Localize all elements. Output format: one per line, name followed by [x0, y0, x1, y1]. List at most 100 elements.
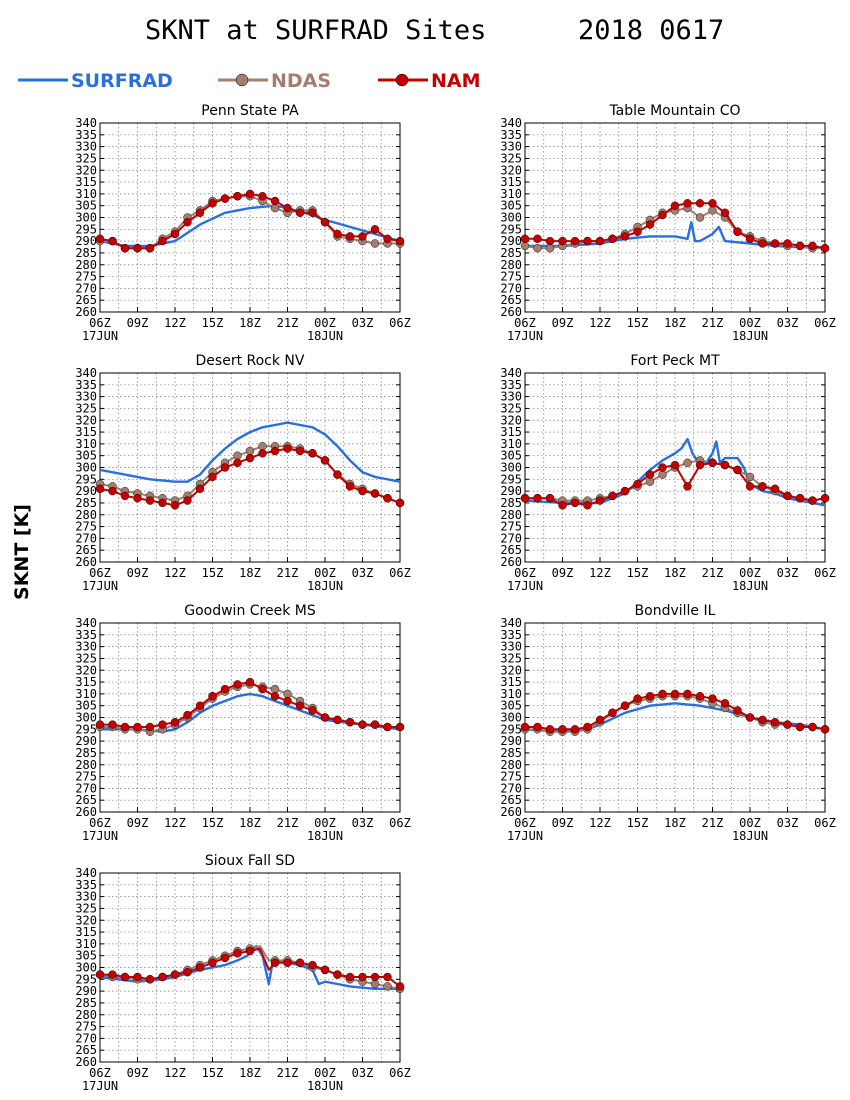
data-point-nam — [195, 484, 205, 493]
y-tick-label: 305 — [500, 449, 522, 463]
x-tick-label: 06Z — [814, 566, 836, 580]
data-point-nam — [195, 963, 205, 972]
y-tick-label: 315 — [500, 175, 522, 189]
y-tick-label: 335 — [500, 378, 522, 392]
data-point-ndas — [533, 243, 542, 253]
data-point-nam — [108, 720, 117, 729]
x-tick-label: 09Z — [127, 316, 149, 330]
panel-title: Fort Peck MT — [630, 353, 720, 369]
data-point-nam — [520, 722, 530, 732]
x-tick-label: 12Z — [164, 816, 186, 830]
data-point-nam — [308, 706, 317, 715]
x-tick-label: 21Z — [702, 316, 724, 330]
x-tick-label: 06Z — [514, 566, 536, 580]
y-tick-label: 340 — [500, 116, 522, 130]
data-point-nam — [345, 972, 355, 982]
panel-goodwin-creek-ms: Goodwin Creek MS 260265270275280285290295… — [75, 603, 411, 843]
y-tick-label: 270 — [75, 1031, 97, 1045]
x-tick-label: 06Z — [814, 316, 836, 330]
data-point-nam — [95, 970, 105, 979]
data-point-nam — [545, 725, 555, 734]
y-tick-label: 295 — [500, 222, 522, 236]
data-point-nam — [320, 713, 330, 722]
y-tick-label: 290 — [500, 484, 522, 498]
y-tick-label: 330 — [75, 890, 97, 904]
x-tick-label: 03Z — [352, 816, 374, 830]
data-point-nam — [808, 722, 817, 732]
data-point-nam — [658, 689, 667, 699]
data-point-nam — [133, 722, 142, 732]
x-tick-label: 15Z — [627, 316, 649, 330]
data-point-nam — [758, 715, 767, 725]
panels: Penn State PA260265270275280285290295300… — [75, 103, 836, 1093]
x-tick-label: 06Z — [89, 1066, 111, 1080]
data-point-nam — [345, 718, 355, 727]
data-point-nam — [570, 498, 580, 508]
data-point-nam — [583, 236, 592, 246]
data-point-nam — [270, 196, 280, 206]
series-line-ndas — [525, 695, 826, 733]
data-point-nam — [583, 501, 592, 510]
y-tick-label: 265 — [75, 543, 97, 557]
data-point-nam — [133, 243, 142, 253]
x-tick-label: 06Z — [89, 316, 111, 330]
data-point-nam — [320, 456, 330, 465]
data-point-nam — [708, 694, 717, 703]
series-nam — [95, 189, 405, 253]
x-tick-label: 06Z — [514, 316, 536, 330]
x-date-label: 18JUN — [307, 329, 343, 343]
data-point-nam — [770, 239, 780, 248]
y-tick-label: 320 — [75, 413, 97, 427]
x-date-label: 17JUN — [507, 579, 543, 593]
x-tick-label: 00Z — [314, 1066, 336, 1080]
data-point-nam — [395, 722, 405, 732]
data-point-nam — [158, 972, 167, 982]
data-point-nam — [695, 692, 705, 701]
x-date-label: 18JUN — [732, 329, 768, 343]
x-tick-label: 03Z — [777, 566, 799, 580]
y-tick-label: 310 — [500, 437, 522, 451]
y-tick-label: 270 — [75, 281, 97, 295]
x-tick-label: 06Z — [389, 566, 411, 580]
data-point-nam — [395, 498, 405, 508]
y-tick-label: 310 — [75, 187, 97, 201]
data-point-nam — [645, 692, 655, 701]
y-tick-label: 340 — [500, 366, 522, 380]
x-tick-label: 12Z — [164, 316, 186, 330]
x-tick-label: 18Z — [664, 316, 686, 330]
y-tick-label: 300 — [500, 211, 522, 225]
y-tick-label: 265 — [75, 293, 97, 307]
legend-item-surfrad: SURFRAD — [18, 70, 173, 92]
data-point-nam — [158, 720, 167, 729]
x-tick-label: 09Z — [552, 316, 574, 330]
data-point-ndas — [370, 239, 380, 248]
y-tick-label: 335 — [500, 628, 522, 642]
x-tick-label: 06Z — [89, 566, 111, 580]
x-tick-label: 18Z — [239, 1066, 261, 1080]
y-tick-label: 280 — [500, 258, 522, 272]
data-point-nam — [545, 494, 555, 503]
series-nam — [520, 458, 830, 510]
data-point-nam — [770, 484, 780, 493]
y-tick-label: 265 — [500, 543, 522, 557]
data-point-nam — [295, 701, 305, 710]
series-nam — [95, 444, 405, 510]
x-tick-label: 21Z — [702, 816, 724, 830]
data-point-nam — [783, 491, 792, 501]
x-tick-label: 12Z — [589, 316, 611, 330]
y-tick-label: 305 — [75, 449, 97, 463]
data-point-nam — [383, 972, 392, 982]
y-tick-label: 290 — [75, 984, 97, 998]
x-date-label: 18JUN — [307, 829, 343, 843]
data-point-nam — [283, 203, 292, 213]
y-tick-label: 290 — [75, 484, 97, 498]
x-date-label: 17JUN — [82, 329, 118, 343]
data-point-nam — [570, 236, 580, 246]
data-point-nam — [308, 449, 317, 458]
series-nam — [520, 689, 830, 734]
y-tick-label: 290 — [500, 734, 522, 748]
x-tick-label: 09Z — [127, 816, 149, 830]
data-point-nam — [320, 965, 330, 975]
y-tick-label: 275 — [75, 770, 97, 784]
y-tick-label: 325 — [75, 151, 97, 165]
